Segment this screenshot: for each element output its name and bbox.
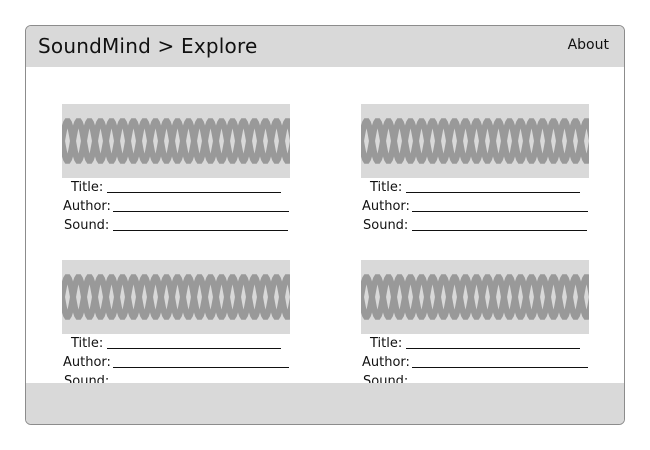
waveform-icon <box>62 104 290 178</box>
author-field[interactable]: Author: <box>62 197 290 216</box>
sound-card[interactable]: Title: Author: Sound: <box>62 260 290 383</box>
author-label: Author: <box>362 199 410 214</box>
title-label: Title: <box>370 180 403 195</box>
title-label: Title: <box>71 180 104 195</box>
author-field[interactable]: Author: <box>361 197 589 216</box>
waveform-icon <box>62 260 290 334</box>
waveform-icon <box>361 260 589 334</box>
title-field[interactable]: Title: <box>361 334 589 353</box>
sound-card[interactable]: Title: Author: Sound: <box>62 104 290 244</box>
sound-card[interactable]: Title: Author: Sound: <box>361 260 589 383</box>
sound-label: Sound: <box>64 218 110 233</box>
author-input-line[interactable] <box>412 211 588 212</box>
app-window: SoundMind > Explore About Title: Author:… <box>25 25 625 425</box>
about-link[interactable]: About <box>567 37 609 53</box>
sound-card[interactable]: Title: Author: Sound: <box>361 104 589 244</box>
title-input-line[interactable] <box>406 192 580 193</box>
title-input-line[interactable] <box>107 348 281 349</box>
title-input-line[interactable] <box>107 192 281 193</box>
title-field[interactable]: Title: <box>62 178 290 197</box>
sound-field[interactable]: Sound: <box>361 372 589 383</box>
sound-field[interactable]: Sound: <box>62 372 290 383</box>
author-label: Author: <box>63 355 111 370</box>
title-label: Title: <box>71 336 104 351</box>
sound-label: Sound: <box>363 374 409 383</box>
title-field[interactable]: Title: <box>361 178 589 197</box>
author-input-line[interactable] <box>412 367 588 368</box>
sound-label: Sound: <box>363 218 409 233</box>
author-input-line[interactable] <box>113 367 289 368</box>
title-label: Title: <box>370 336 403 351</box>
explore-grid[interactable]: Title: Author: Sound: Title: <box>26 67 624 383</box>
sound-field[interactable]: Sound: <box>361 216 589 235</box>
author-field[interactable]: Author: <box>361 353 589 372</box>
title-input-line[interactable] <box>406 348 580 349</box>
author-field[interactable]: Author: <box>62 353 290 372</box>
header-bar: SoundMind > Explore About <box>26 26 624 67</box>
author-label: Author: <box>362 355 410 370</box>
sound-label: Sound: <box>64 374 110 383</box>
author-label: Author: <box>63 199 111 214</box>
sound-field[interactable]: Sound: <box>62 216 290 235</box>
page-title: SoundMind > Explore <box>38 34 258 58</box>
author-input-line[interactable] <box>113 211 289 212</box>
sound-input-line[interactable] <box>412 230 587 231</box>
waveform-icon <box>361 104 589 178</box>
footer-bar <box>26 383 624 424</box>
sound-input-line[interactable] <box>113 230 288 231</box>
title-field[interactable]: Title: <box>62 334 290 353</box>
